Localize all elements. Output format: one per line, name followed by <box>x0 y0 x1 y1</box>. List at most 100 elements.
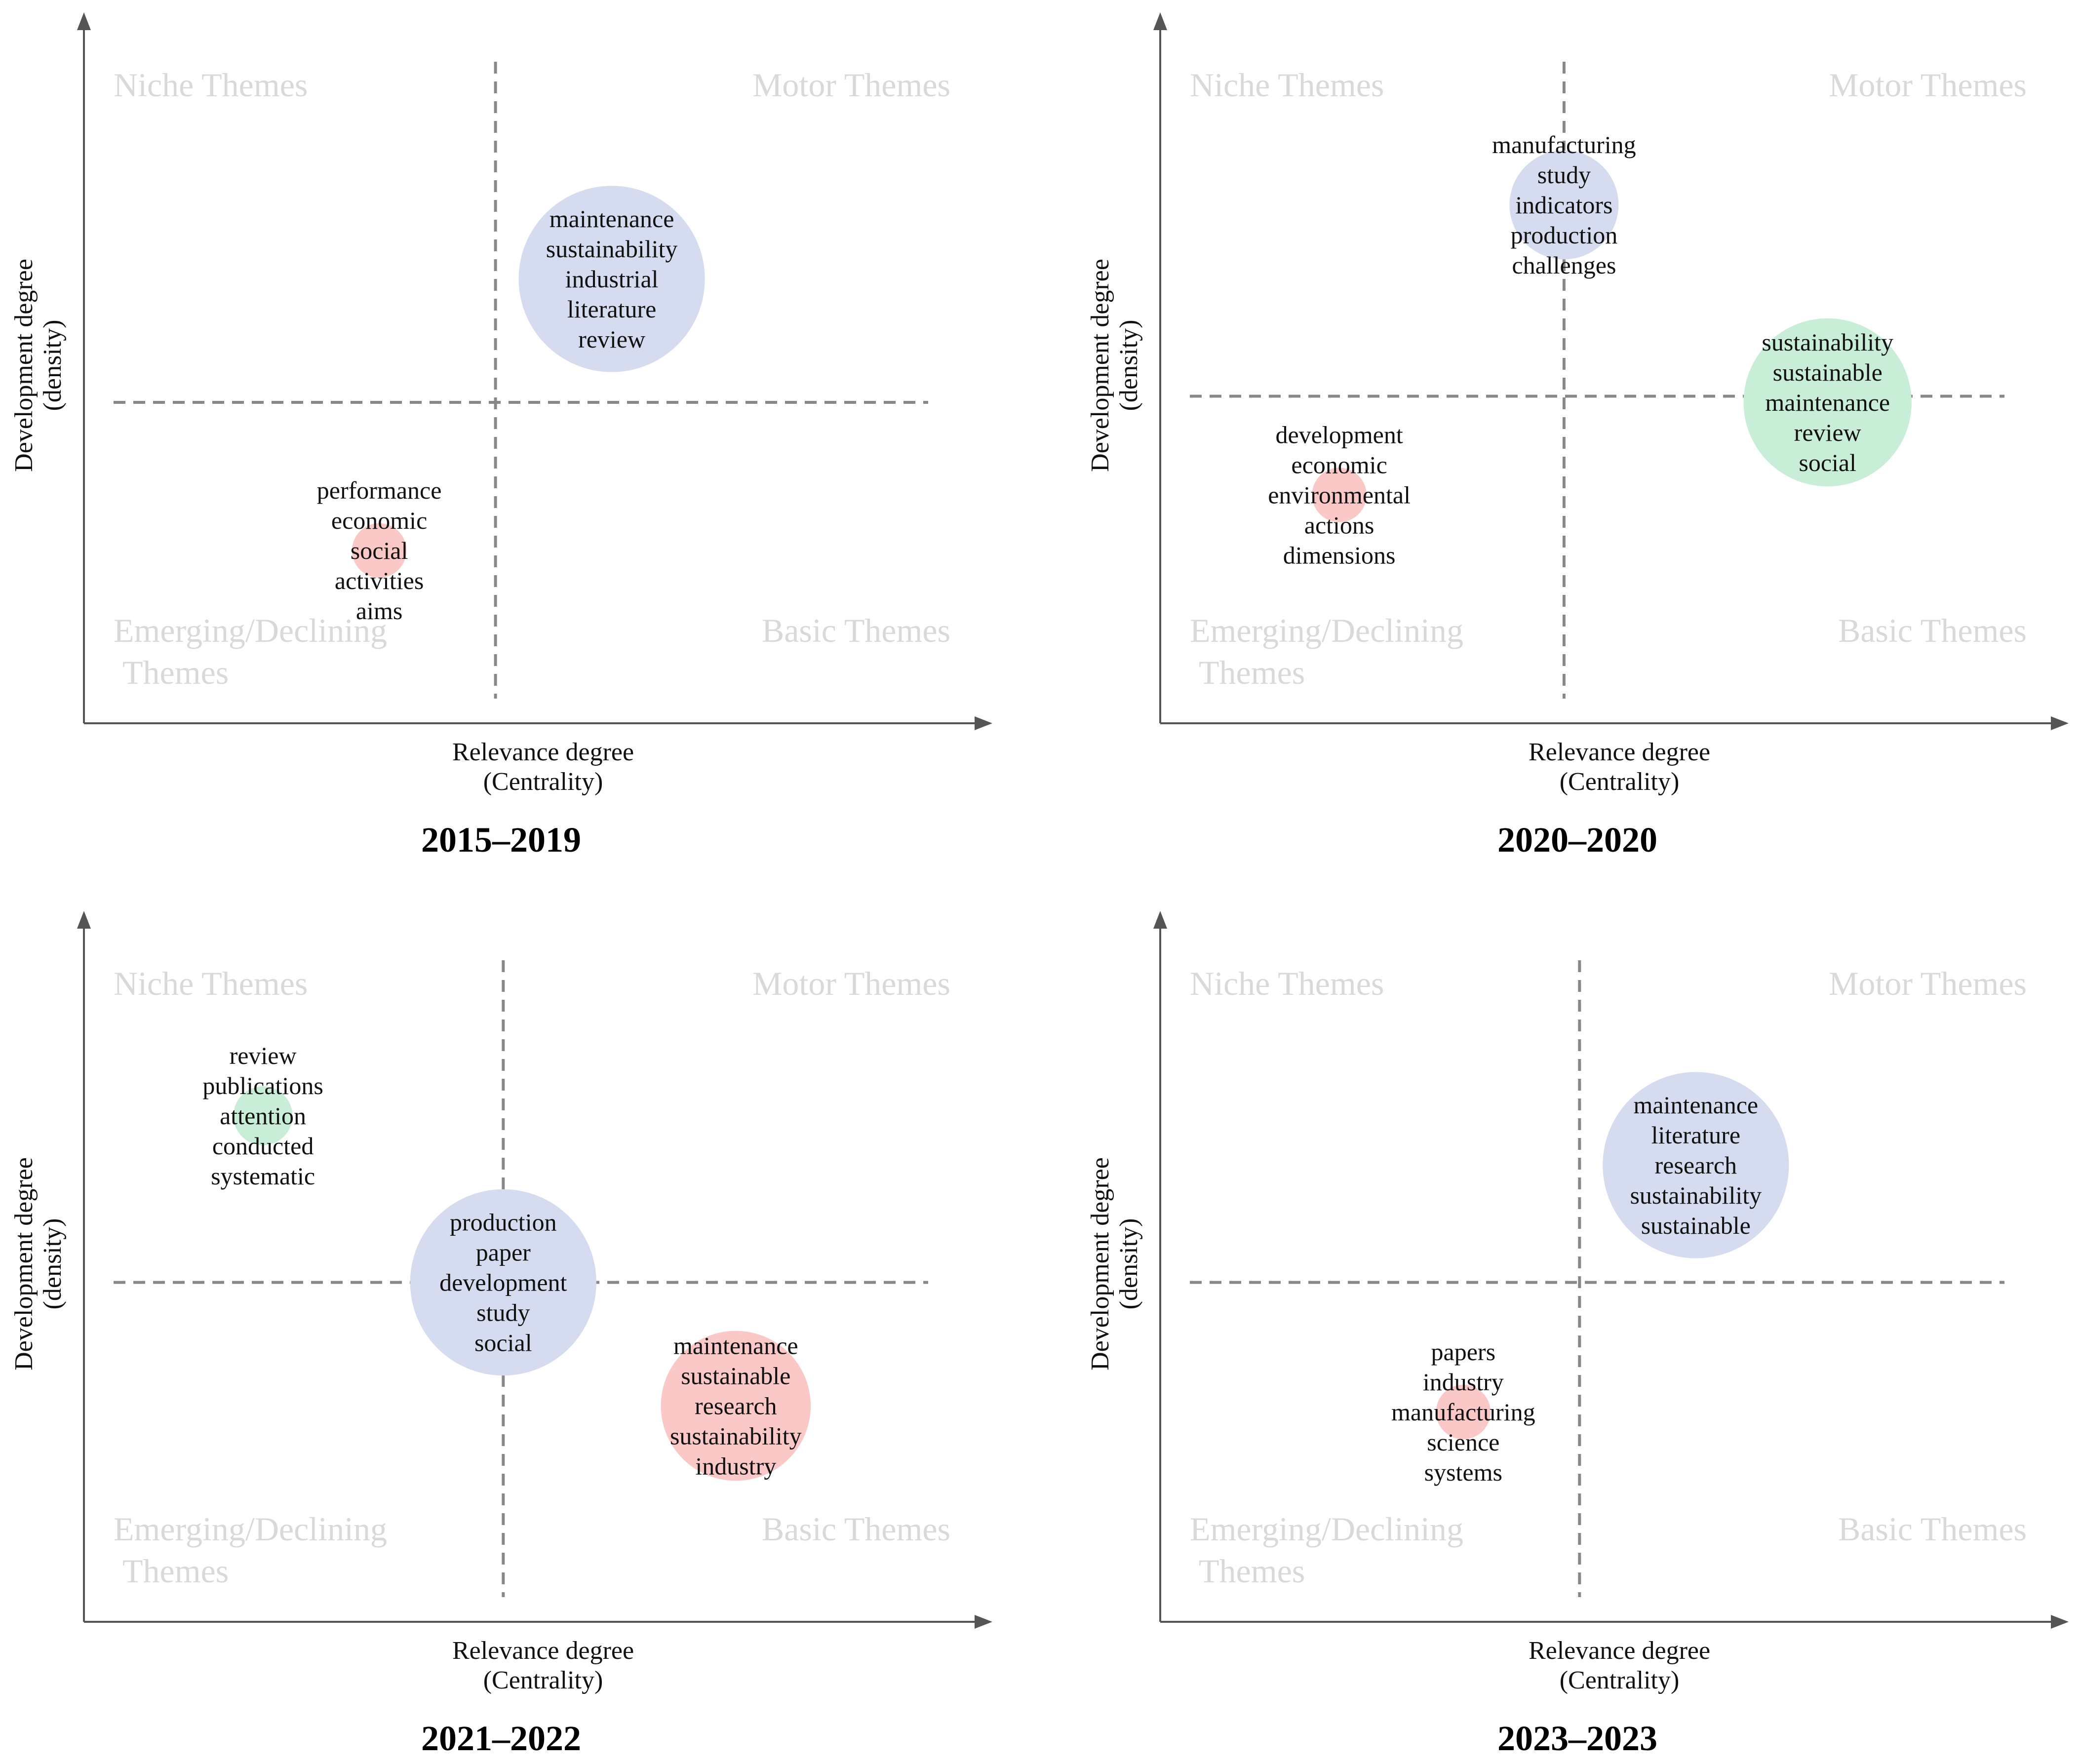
panel-2: Niche Themes Motor Themes Emerging/Declini… <box>1086 12 2069 860</box>
cluster-bubble <box>1312 468 1367 522</box>
y-axis-title: Development degree <box>1086 1157 1114 1371</box>
x-axis-subtitle: (Centrality) <box>483 768 603 796</box>
panel-title: 2023–2023 <box>1497 1719 1657 1758</box>
cluster-keyword: manufacturing <box>1391 1398 1535 1426</box>
y-axis-title-group: Development degree (density) <box>10 1157 67 1371</box>
cluster-keyword: sustainability <box>1630 1181 1762 1209</box>
quadrant-label-niche: Niche Themes <box>114 965 308 1002</box>
y-axis-arrow-icon <box>1153 911 1167 929</box>
cluster-keyword: social <box>351 537 408 564</box>
cluster-keyword: activities <box>335 567 424 594</box>
cluster-keyword: production <box>1511 221 1618 249</box>
cluster-keyword: production <box>450 1209 557 1236</box>
cluster-keyword: sustainable <box>681 1362 790 1390</box>
cluster-keyword: sustainability <box>670 1422 802 1450</box>
cluster-bubble <box>661 1331 811 1481</box>
cluster-keyword: research <box>695 1392 777 1420</box>
cluster-keyword: systematic <box>211 1162 315 1190</box>
quadrant-label-emerging-line2: Themes <box>1199 1552 1305 1590</box>
cluster-keyword: attention <box>220 1102 306 1130</box>
cluster-keyword: maintenance <box>550 205 674 233</box>
cluster-keyword: paper <box>476 1239 531 1266</box>
cluster-keyword: industrial <box>565 265 659 293</box>
cluster-keyword: systems <box>1424 1458 1502 1486</box>
cluster-bubble <box>352 523 407 578</box>
cluster-keyword: environmental <box>1268 481 1411 509</box>
quadrant-label-basic: Basic Themes <box>1838 1510 2027 1548</box>
quadrant-label-motor: Motor Themes <box>752 965 950 1002</box>
cluster-keyword: performance <box>317 476 442 504</box>
y-axis-title-group: Development degree (density) <box>10 259 67 472</box>
cluster-bubble <box>518 186 705 372</box>
cluster-bubble <box>1509 150 1619 260</box>
quadrant-label-basic: Basic Themes <box>1838 612 2027 649</box>
cluster-bubble <box>233 1086 293 1145</box>
cluster-keyword: challenges <box>1512 251 1616 279</box>
cluster-bubble <box>410 1189 596 1376</box>
y-axis-arrow-icon <box>77 911 91 929</box>
cluster-keyword: research <box>1655 1151 1737 1179</box>
y-axis-subtitle: (density) <box>1115 320 1143 411</box>
panel-title: 2015–2019 <box>421 820 581 860</box>
x-axis-arrow-icon <box>2051 716 2069 730</box>
cluster-keyword: development <box>1275 421 1403 449</box>
quadrant-label-emerging: Emerging/Declining <box>114 1510 387 1548</box>
x-axis-subtitle: (Centrality) <box>1560 1666 1680 1694</box>
cluster-keyword: review <box>578 325 645 353</box>
cluster-keyword: social <box>474 1329 532 1357</box>
quadrant-label-basic: Basic Themes <box>762 612 950 649</box>
x-axis-arrow-icon <box>975 1615 992 1629</box>
cluster-keyword: economic <box>331 507 427 534</box>
cluster-keyword: industry <box>1423 1368 1504 1396</box>
cluster-keyword: economic <box>1291 451 1387 479</box>
quadrant-label-emerging: Emerging/Declining <box>1190 612 1463 649</box>
quadrant-label-motor: Motor Themes <box>1829 66 2027 104</box>
cluster-keyword: sustainability <box>546 235 678 263</box>
cluster-keyword: indicators <box>1515 191 1612 219</box>
cluster-keyword: aims <box>356 597 402 625</box>
y-axis-title: Development degree <box>10 259 38 472</box>
cluster-bubble <box>1436 1384 1491 1440</box>
y-axis-subtitle: (density) <box>39 1218 67 1310</box>
x-axis-subtitle: (Centrality) <box>1560 768 1680 796</box>
x-axis-title: Relevance degree <box>1529 738 1710 766</box>
x-axis-subtitle: (Centrality) <box>483 1666 603 1694</box>
quadrant-label-emerging-line2: Themes <box>122 1552 229 1590</box>
quadrant-label-emerging-line2: Themes <box>1199 654 1305 691</box>
cluster-keyword: maintenance <box>673 1332 798 1360</box>
cluster-keyword: publications <box>202 1072 323 1099</box>
cluster-keyword: maintenance <box>1765 389 1890 416</box>
y-axis-title: Development degree <box>10 1157 38 1371</box>
cluster-keyword: sustainability <box>1762 328 1893 356</box>
cluster-keyword: papers <box>1431 1338 1496 1366</box>
cluster-keyword: actions <box>1304 511 1374 539</box>
x-axis-arrow-icon <box>975 716 992 730</box>
y-axis-arrow-icon <box>1153 12 1167 30</box>
cluster-keyword: manufacturing <box>1492 131 1636 158</box>
cluster-keyword: literature <box>567 295 656 323</box>
y-axis-title-group: Development degree (density) <box>1086 259 1143 472</box>
x-axis-arrow-icon <box>2051 1615 2069 1629</box>
y-axis-subtitle: (density) <box>39 320 67 411</box>
cluster-keyword: maintenance <box>1633 1091 1758 1119</box>
y-axis-title: Development degree <box>1086 259 1114 472</box>
x-axis-title: Relevance degree <box>1529 1637 1710 1665</box>
quadrant-label-motor: Motor Themes <box>752 66 950 104</box>
quadrant-label-emerging: Emerging/Declining <box>1190 1510 1463 1548</box>
quadrant-label-emerging-line2: Themes <box>122 654 229 691</box>
quadrant-label-basic: Basic Themes <box>762 1510 950 1548</box>
cluster-keyword: review <box>1794 419 1861 446</box>
cluster-keyword: industry <box>695 1452 776 1480</box>
quadrant-label-niche: Niche Themes <box>114 66 308 104</box>
cluster-keyword: sustainable <box>1641 1212 1751 1239</box>
quadrant-label-emerging: Emerging/Declining <box>114 612 387 649</box>
x-axis-title: Relevance degree <box>452 738 634 766</box>
panel-4: Niche Themes Motor Themes Emerging/Declini… <box>1086 911 2069 1758</box>
cluster-keyword: study <box>476 1299 530 1327</box>
panel-1: Niche Themes Motor Themes Emerging/Declini… <box>10 12 992 860</box>
y-axis-subtitle: (density) <box>1115 1218 1143 1310</box>
cluster-keyword: literature <box>1651 1121 1740 1149</box>
cluster-keyword: sustainable <box>1773 358 1883 386</box>
